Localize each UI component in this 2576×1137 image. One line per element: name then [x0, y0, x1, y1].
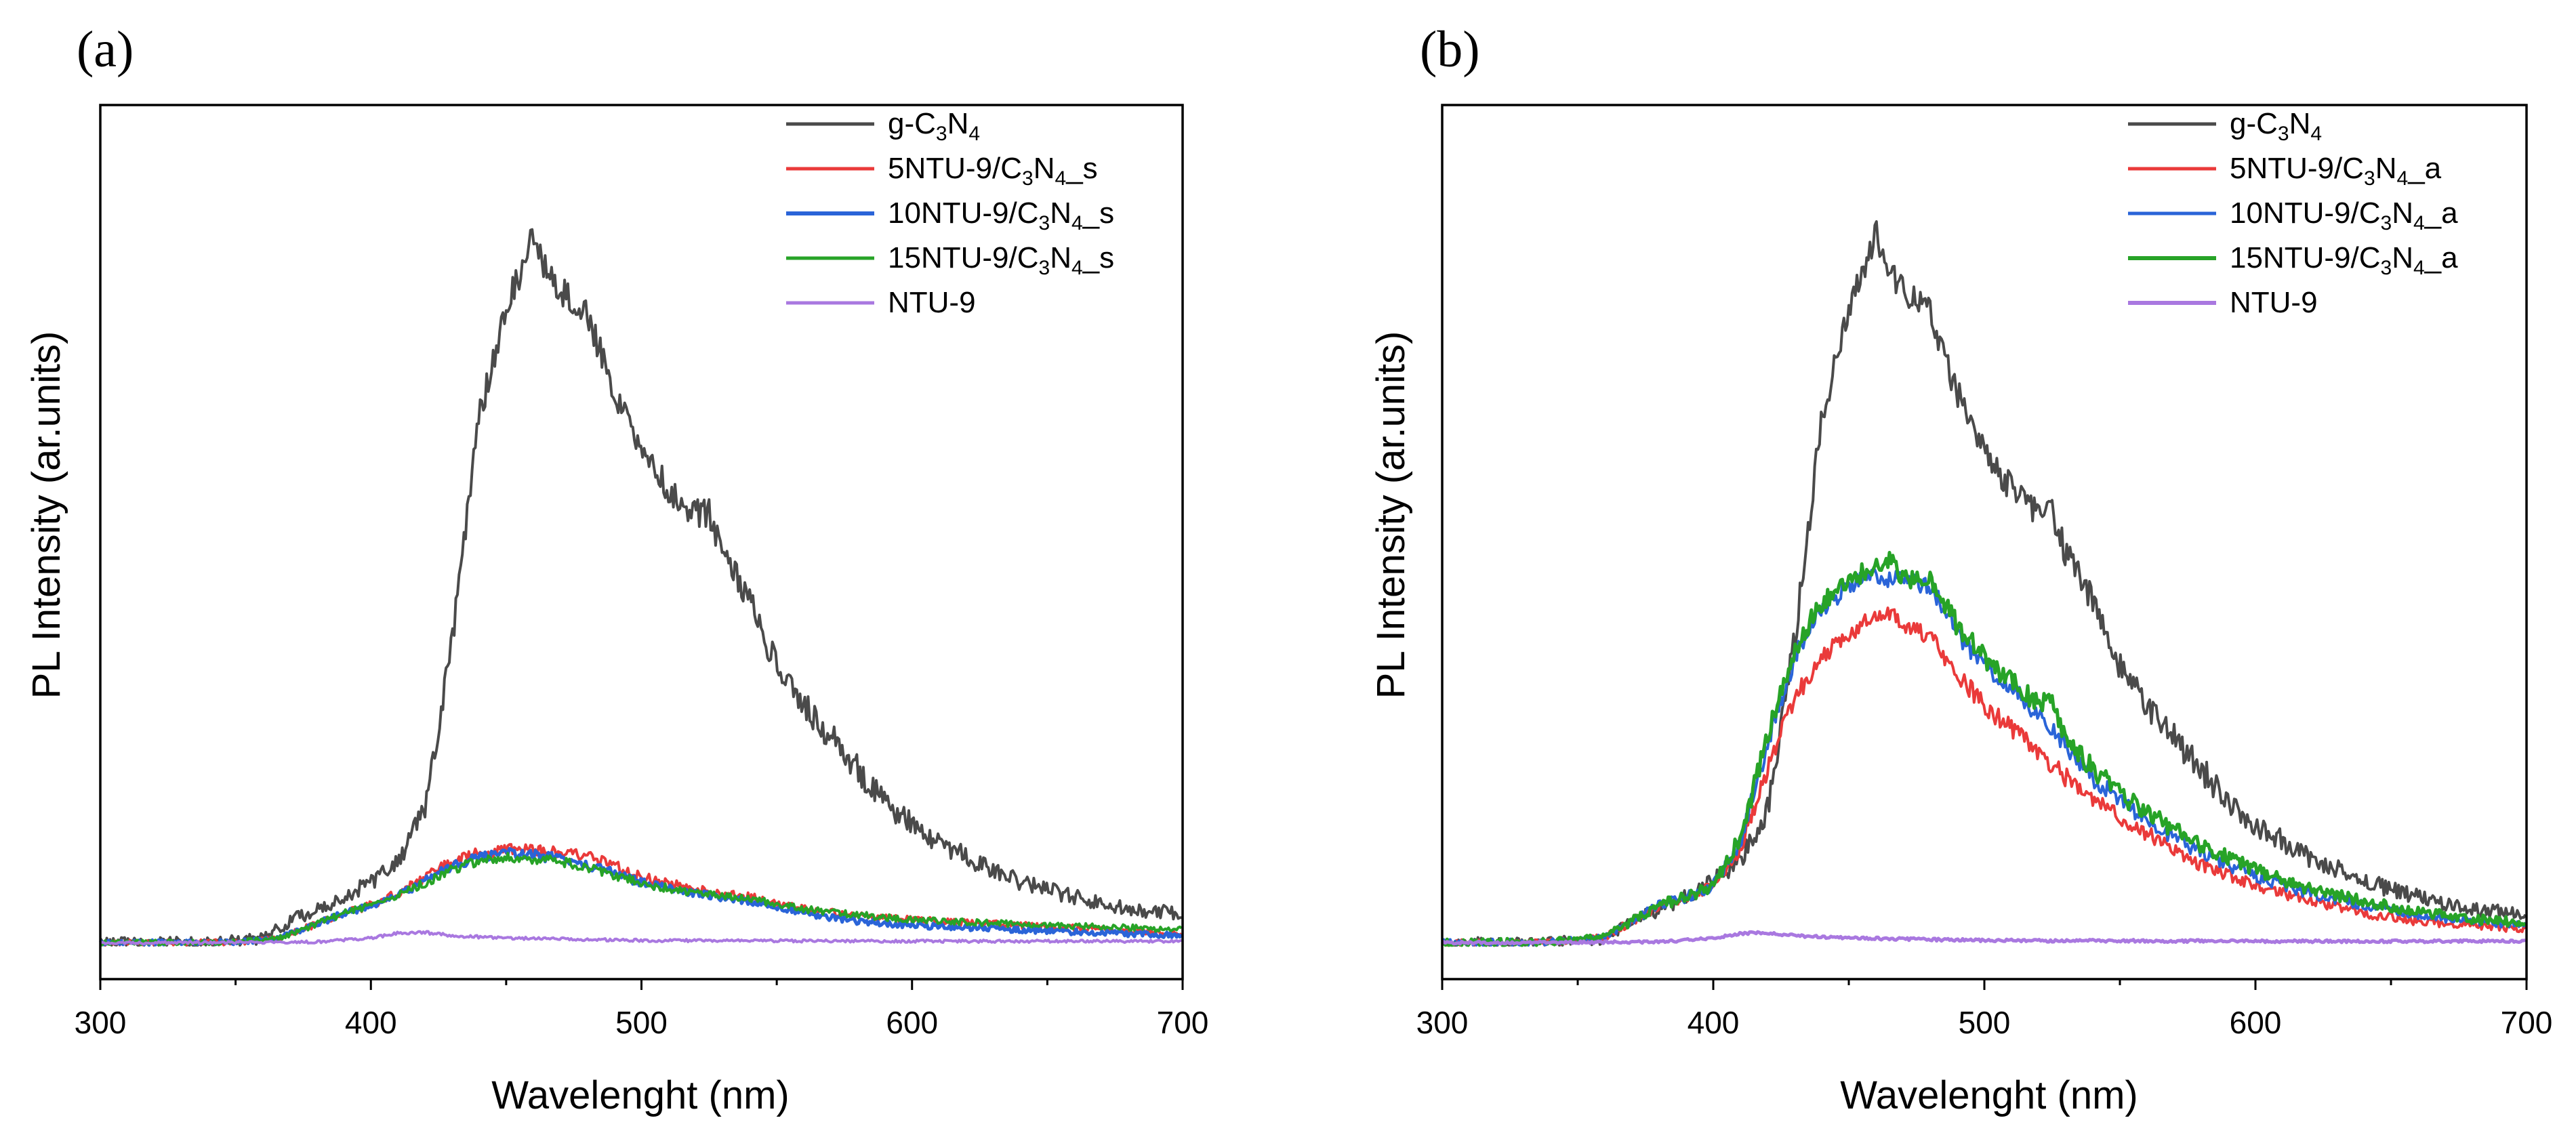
legend-entry-label: 5NTU-9/C3N4_s — [888, 152, 1098, 190]
legend-text-part: _a — [2424, 197, 2458, 230]
legend-entry-label: g-C3N4 — [2230, 107, 2322, 145]
legend-subscript: 3 — [1039, 257, 1050, 279]
x-tick-label: 700 — [1157, 1005, 1209, 1040]
legend-text-part: NTU-9 — [2230, 286, 2318, 319]
legend-subscript: 3 — [1022, 167, 1034, 190]
legend-text-part: N — [2289, 107, 2311, 140]
legend-text-part: 15NTU-9/C — [888, 241, 1039, 274]
chart-panel-b: (b) 300 400 500 600 700g-C3N45NTU-9/C3N4_a10… — [1369, 21, 2552, 1117]
legend-subscript: 3 — [2381, 212, 2392, 234]
series-line — [1441, 551, 2527, 947]
legend-entry-label: 10NTU-9/C3N4_s — [888, 197, 1114, 234]
x-tick-label: 400 — [1688, 1005, 1740, 1040]
legend-text-part: N — [2392, 197, 2413, 230]
x-axis-label-a: Wavelenght (nm) — [491, 1073, 789, 1117]
legend-entry-label: NTU-9 — [2230, 286, 2318, 319]
legend-text-part: NTU-9 — [888, 286, 976, 319]
legend-subscript: 4 — [1071, 257, 1083, 279]
legend-text-part: g-C — [2230, 107, 2278, 140]
y-axis-label-b: PL Intensity (ar.units) — [1369, 331, 1413, 699]
series-line — [1441, 930, 2527, 946]
x-tick-label: 400 — [345, 1005, 397, 1040]
chart-panel-a: (a) 300 400 500 600 700g-C3N45NTU-9/C3N4_s10… — [24, 21, 1208, 1117]
legend-entry-label: g-C3N4 — [888, 107, 980, 145]
x-tick-label: 500 — [1959, 1005, 2011, 1040]
legend-text-part: N — [2392, 241, 2413, 274]
plot-area-a: 300 400 500 600 700g-C3N45NTU-9/C3N4_s10NTU-… — [75, 104, 1209, 1040]
legend-text-part: g-C — [888, 107, 936, 140]
legend-text-part: _a — [2407, 152, 2441, 185]
legend-text-part: 10NTU-9/C — [888, 197, 1039, 230]
x-tick-label: 300 — [75, 1005, 127, 1040]
legend-text-part: 10NTU-9/C — [2230, 197, 2381, 230]
x-tick-label: 500 — [615, 1005, 668, 1040]
x-tick-label: 600 — [886, 1005, 938, 1040]
legend-text-part: _s — [1065, 152, 1097, 185]
legend-text-part: 5NTU-9/C — [888, 152, 1022, 185]
legend-subscript: 3 — [1039, 212, 1050, 234]
legend-text-part: N — [1050, 241, 1071, 274]
series-line — [100, 930, 1183, 946]
legend-text-part: _s — [1082, 241, 1114, 274]
plot-area-b: 300 400 500 600 700g-C3N45NTU-9/C3N4_a10NTU-… — [1416, 104, 2553, 1040]
x-tick-label: 700 — [2501, 1005, 2553, 1040]
legend-text-part: 15NTU-9/C — [2230, 241, 2381, 274]
y-axis-label-a: PL Intensity (ar.units) — [24, 331, 68, 699]
legend-subscript: 4 — [2413, 212, 2425, 234]
legend-subscript: 4 — [1071, 212, 1083, 234]
legend: g-C3N45NTU-9/C3N4_s10NTU-9/C3N4_s15NTU-9… — [786, 107, 1114, 319]
legend-entry-label: 15NTU-9/C3N4_s — [888, 241, 1114, 279]
series-line — [99, 852, 1183, 947]
legend-subscript: 3 — [936, 123, 947, 145]
legend-text-part: N — [947, 107, 969, 140]
legend-subscript: 4 — [2413, 257, 2425, 279]
x-tick-label: 300 — [1416, 1005, 1469, 1040]
legend-entry-label: 10NTU-9/C3N4_a — [2230, 197, 2458, 234]
legend-subscript: 4 — [2397, 167, 2409, 190]
legend-text-part: _a — [2424, 241, 2458, 274]
x-axis-label-b: Wavelenght (nm) — [1840, 1073, 2138, 1117]
legend-subscript: 4 — [2310, 123, 2322, 145]
legend-text-part: _s — [1082, 197, 1114, 230]
x-tick-label: 600 — [2230, 1005, 2282, 1040]
series-line — [1442, 606, 2527, 947]
legend-entry-label: 15NTU-9/C3N4_a — [2230, 241, 2458, 279]
legend-subscript: 3 — [2278, 123, 2289, 145]
legend-text-part: N — [2375, 152, 2397, 185]
legend-text-part: N — [1034, 152, 1055, 185]
panel-label-a: (a) — [77, 21, 134, 78]
legend-subscript: 3 — [2364, 167, 2375, 190]
legend-entry-label: 5NTU-9/C3N4_a — [2230, 152, 2442, 190]
legend-subscript: 4 — [1055, 167, 1067, 190]
legend-subscript: 3 — [2381, 257, 2392, 279]
legend-text-part: 5NTU-9/C — [2230, 152, 2364, 185]
legend-text-part: N — [1050, 197, 1071, 230]
series-line — [99, 228, 1182, 947]
panel-label-b: (b) — [1420, 21, 1480, 78]
legend-subscript: 4 — [968, 123, 980, 145]
legend: g-C3N45NTU-9/C3N4_a10NTU-9/C3N4_a15NTU-9… — [2128, 107, 2458, 319]
legend-entry-label: NTU-9 — [888, 286, 976, 319]
